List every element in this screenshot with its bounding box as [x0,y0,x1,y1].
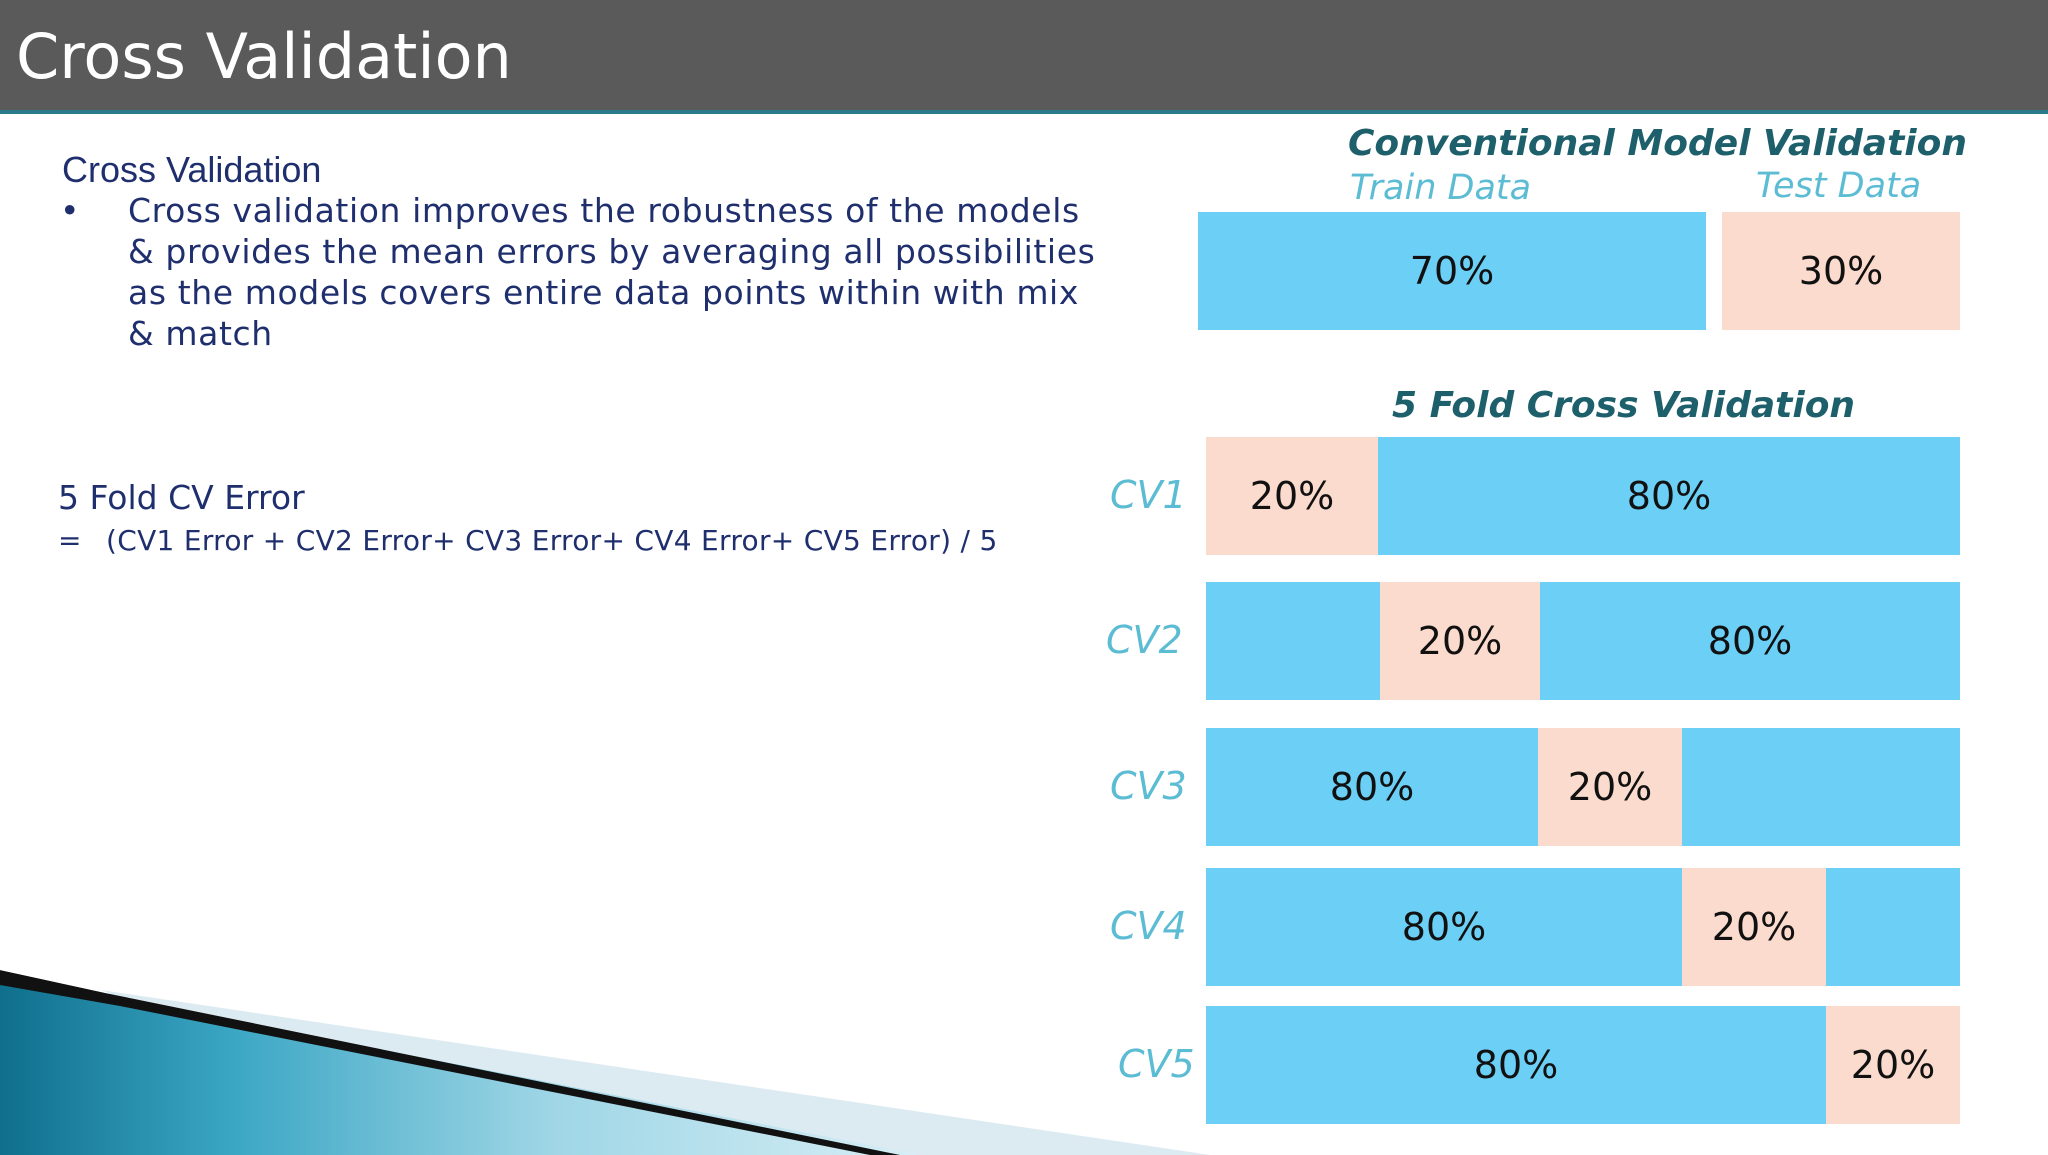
train-data-box: 70% [1198,212,1706,330]
conventional-heading: Conventional Model Validation [1348,123,1967,164]
segment-pct: 20% [1249,474,1335,518]
bullet-line: & provides the mean errors by averaging … [128,232,1096,271]
fold-segment-test: 20% [1380,582,1540,700]
fold-label-cv4: CV4 [1110,904,1187,948]
fold-segment-train [1206,582,1380,700]
test-pct: 30% [1798,249,1884,293]
fold-label-cv2: CV2 [1106,618,1183,662]
cv-error-title: 5 Fold CV Error [58,478,305,517]
segment-pct: 80% [1473,1043,1559,1087]
segment-pct: 80% [1707,619,1793,663]
decorative-swoosh [0,940,1210,1155]
title-bar: Cross Validation [0,0,2048,114]
fold-segment-train [1826,868,1960,986]
equals-sign: = [58,524,82,557]
fold-segment-test: 20% [1206,437,1378,555]
bullet-line: Cross validation improves the robustness… [128,191,1080,230]
fold-segment-train: 80% [1540,582,1960,700]
bullet-marker: • [60,191,80,230]
train-pct: 70% [1409,249,1495,293]
slide-title: Cross Validation [16,20,512,93]
fold-segment-train [1682,728,1960,846]
bullet-text: Cross validation improves the robustness… [128,190,1128,354]
formula-text: (CV1 Error + CV2 Error+ CV3 Error+ CV4 E… [106,524,998,557]
segment-pct: 20% [1567,765,1653,809]
segment-pct: 20% [1417,619,1503,663]
segment-pct: 20% [1850,1043,1936,1087]
fold-segment-test: 20% [1826,1006,1960,1124]
fold-label-cv1: CV1 [1110,473,1187,517]
fold-segment-train: 80% [1206,1006,1826,1124]
fold-label-cv5: CV5 [1118,1042,1195,1086]
fold-segment-test: 20% [1682,868,1826,986]
test-data-label: Test Data [1756,166,1922,206]
fold-label-cv3: CV3 [1110,764,1187,808]
fold-segment-train: 80% [1206,728,1538,846]
fold-segment-test: 20% [1538,728,1682,846]
fold-segment-train: 80% [1206,868,1682,986]
bullet-line: as the models covers entire data points … [128,273,1079,312]
bullet-line: & match [128,314,273,353]
fold-segment-train: 80% [1378,437,1960,555]
segment-pct: 80% [1329,765,1415,809]
train-data-label: Train Data [1350,168,1532,208]
segment-pct: 80% [1401,905,1487,949]
segment-pct: 80% [1626,474,1712,518]
cv-error-formula: = (CV1 Error + CV2 Error+ CV3 Error+ CV4 … [58,522,998,560]
test-data-box: 30% [1722,212,1960,330]
segment-pct: 20% [1711,905,1797,949]
fold-heading: 5 Fold Cross Validation [1392,385,1856,426]
left-heading: Cross Validation [62,149,322,190]
